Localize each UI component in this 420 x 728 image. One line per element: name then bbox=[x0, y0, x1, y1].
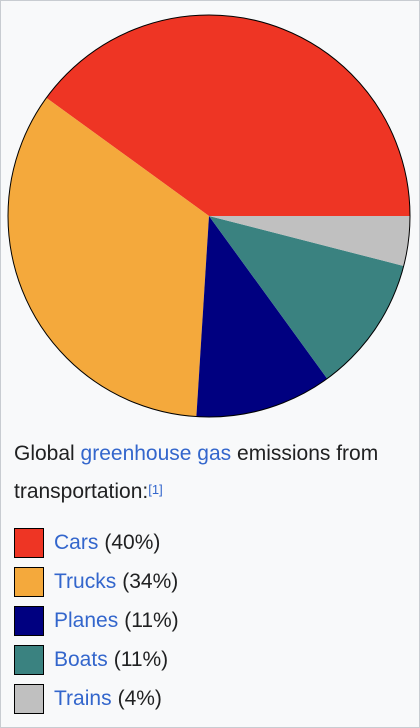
legend-item-planes: Planes (11%) bbox=[14, 601, 179, 640]
legend-item-trucks: Trucks (34%) bbox=[14, 562, 179, 601]
legend-swatch-trucks bbox=[14, 566, 44, 597]
chart-caption: Global greenhouse gas emissions from tra… bbox=[14, 435, 404, 511]
trains-link[interactable]: Trains bbox=[54, 686, 112, 710]
legend-swatch-boats bbox=[14, 644, 44, 675]
legend-percent-trucks: (34%) bbox=[122, 569, 179, 593]
boats-link[interactable]: Boats bbox=[54, 647, 108, 671]
planes-link[interactable]: Planes bbox=[54, 608, 119, 632]
pie-slice-planes bbox=[196, 216, 328, 417]
legend-percent-cars: (40%) bbox=[104, 530, 161, 554]
legend-swatch-trains bbox=[14, 683, 44, 714]
legend-percent-planes: (11%) bbox=[124, 608, 179, 632]
pie-slice-trucks bbox=[7, 97, 209, 417]
pie-slice-boats bbox=[209, 216, 404, 379]
legend-percent-boats: (11%) bbox=[113, 647, 169, 671]
trucks-link[interactable]: Trucks bbox=[54, 569, 117, 593]
chart-legend: Cars (40%) Trucks (34%) Planes (11%) Boa… bbox=[14, 523, 179, 718]
greenhouse-gas-link[interactable]: greenhouse gas bbox=[80, 442, 232, 465]
cars-link[interactable]: Cars bbox=[54, 530, 99, 554]
legend-percent-trains: (4%) bbox=[117, 686, 162, 710]
pie-slice-cars bbox=[46, 15, 411, 217]
legend-item-boats: Boats (11%) bbox=[14, 640, 179, 679]
legend-swatch-planes bbox=[14, 605, 44, 636]
pie-chart bbox=[7, 14, 411, 418]
legend-item-cars: Cars (40%) bbox=[14, 523, 179, 562]
legend-swatch-cars bbox=[14, 527, 44, 558]
reference-link[interactable]: [1] bbox=[148, 482, 163, 497]
pie-slice-trains bbox=[209, 216, 410, 266]
pie-outline bbox=[7, 14, 411, 418]
caption-prefix: Global bbox=[14, 442, 75, 465]
caption-suffix: emissions from transportation: bbox=[14, 442, 379, 503]
legend-item-trains: Trains (4%) bbox=[14, 679, 179, 718]
